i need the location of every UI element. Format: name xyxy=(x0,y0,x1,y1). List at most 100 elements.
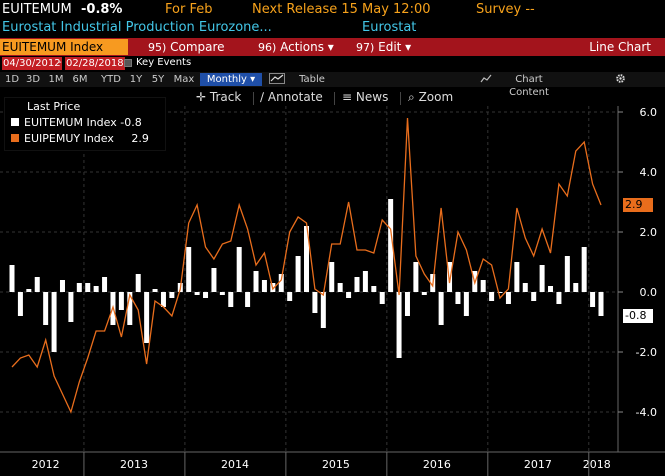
tool-divider xyxy=(334,92,335,105)
bar-2013-03 xyxy=(102,277,108,292)
bar-2017-04 xyxy=(514,262,520,292)
bar-2014-03 xyxy=(203,292,209,298)
bar-2012-04 xyxy=(9,265,15,292)
bar-2016-05 xyxy=(421,292,427,295)
bar-2016-04 xyxy=(413,262,419,292)
x-tick-label: 2012 xyxy=(32,458,60,471)
legend-title: Last Price xyxy=(27,100,81,113)
y-tick-label: 0.0 xyxy=(640,286,658,299)
period-1d-button[interactable]: 1D xyxy=(4,74,20,85)
bar-2017-08 xyxy=(548,286,554,292)
tool-divider xyxy=(400,92,401,105)
edit-button[interactable]: 97) Edit ▾ xyxy=(356,40,412,54)
bar-2012-08 xyxy=(43,292,49,325)
bar-2016-03 xyxy=(404,292,410,316)
bar-2017-07 xyxy=(539,265,545,292)
legend-item-line: EUIPEMUY Index 2.9 xyxy=(11,132,149,145)
magnifier-icon: ⌕ xyxy=(408,90,415,104)
bar-2013-02 xyxy=(93,286,99,292)
table-view-button[interactable]: Table xyxy=(299,74,325,85)
gear-icon[interactable] xyxy=(612,73,628,86)
chart-content-button[interactable]: Chart Content xyxy=(509,74,549,98)
annotate-tool[interactable]: ∕ Annotate xyxy=(260,90,323,104)
tool-divider xyxy=(253,92,254,105)
period-3d-button[interactable]: 3D xyxy=(25,74,41,85)
chart-legend: Last Price EUITEMUM Index -0.8 EUIPEMUY … xyxy=(4,97,166,151)
chart-tools: ✛ Track ∕ Annotate ≡ News ⌕ Zoom xyxy=(0,88,665,108)
bar-2017-10 xyxy=(564,256,570,292)
news-tool[interactable]: ≡ News xyxy=(342,90,389,104)
security-header: EUITEMUM -0.8% For Feb Next Release 15 M… xyxy=(0,0,665,20)
bar-2017-12 xyxy=(581,247,587,292)
bar-2013-10 xyxy=(160,292,166,307)
track-tool[interactable]: ✛ Track xyxy=(196,90,242,104)
x-tick-label: 2014 xyxy=(221,458,249,471)
legend-item-bar: EUITEMUM Index -0.8 xyxy=(11,116,142,129)
x-tick-label: 2016 xyxy=(423,458,451,471)
bar-2016-10 xyxy=(463,292,469,316)
bar-2013-11 xyxy=(169,292,175,298)
period-1y-button[interactable]: 1Y xyxy=(129,74,143,85)
start-date-input[interactable]: 04/30/2012 xyxy=(2,57,62,70)
chart-type-label: Line Chart xyxy=(589,40,651,54)
source-text: Eurostat xyxy=(362,20,417,35)
zoom-tool[interactable]: ⌕ Zoom xyxy=(408,90,454,104)
menu-bar: EUITEMUM Index 95) Compare 96) Actions ▾… xyxy=(0,38,665,56)
bar-2014-10 xyxy=(261,280,267,292)
period-1m-button[interactable]: 1M xyxy=(48,74,64,85)
key-events-label: Key Events xyxy=(136,57,192,68)
bar-2015-12 xyxy=(379,292,385,304)
last-value-flag-bar: -0.8 xyxy=(623,309,653,323)
bar-2015-02 xyxy=(295,256,301,292)
bar-2015-05 xyxy=(320,292,326,328)
legend-swatch-orange xyxy=(11,134,19,142)
period-5y-button[interactable]: 5Y xyxy=(151,74,165,85)
period-max-button[interactable]: Max xyxy=(173,74,195,85)
ticker-symbol: EUITEMUM xyxy=(2,2,72,17)
bar-2015-04 xyxy=(312,292,318,313)
bar-2015-07 xyxy=(337,283,343,292)
bar-2014-02 xyxy=(194,292,200,295)
bar-2013-06 xyxy=(127,292,133,325)
chart-plot[interactable]: 6.0 4.0 2.0 0.0 -2.0 -4.0 2012 2013 2014 2015 2016… xyxy=(0,106,665,476)
bar-2012-07 xyxy=(34,277,40,292)
ticker-input[interactable]: EUITEMUM Index xyxy=(0,39,128,55)
y-tick-label: 2.0 xyxy=(640,226,658,239)
bar-2012-12 xyxy=(76,283,82,292)
bar-2014-06 xyxy=(228,292,234,307)
bar-2015-08 xyxy=(346,292,352,298)
bar-2016-01 xyxy=(388,199,394,292)
bar-2015-06 xyxy=(329,262,335,292)
survey-label: Survey -- xyxy=(476,2,535,17)
bar-2016-08 xyxy=(447,262,453,292)
x-tick-label: 2013 xyxy=(120,458,148,471)
chart-content-icon[interactable] xyxy=(478,73,494,86)
x-tick-label: 2017 xyxy=(524,458,552,471)
frequency-dropdown[interactable]: Monthly ▾ xyxy=(200,73,262,86)
end-date-input[interactable]: 02/28/2018 xyxy=(65,57,125,70)
bar-2016-07 xyxy=(438,292,444,325)
y-tick-label: -4.0 xyxy=(636,406,657,419)
x-tick-label: 2018 xyxy=(583,458,611,471)
bar-2016-02 xyxy=(396,292,402,358)
bar-2014-05 xyxy=(219,292,225,295)
line-chart-icon[interactable] xyxy=(266,73,288,86)
bar-2014-07 xyxy=(236,247,242,292)
y-tick-label: 4.0 xyxy=(640,166,658,179)
key-events-checkbox[interactable] xyxy=(124,59,132,67)
bar-2014-09 xyxy=(253,271,259,292)
period-label: For Feb xyxy=(165,2,213,17)
pencil-icon: ∕ xyxy=(260,90,265,104)
bar-2017-11 xyxy=(573,283,579,292)
period-toolbar: 1D 3D 1M 6M YTD 1Y 5Y Max Monthly ▾ Tabl… xyxy=(0,72,665,98)
bar-2015-11 xyxy=(371,286,377,292)
compare-button[interactable]: 95) Compare xyxy=(148,40,225,54)
bar-2014-08 xyxy=(245,292,251,307)
date-range-bar: 04/30/2012 - 02/28/2018 Key Events xyxy=(0,56,665,71)
period-6m-button[interactable]: 6M xyxy=(72,74,88,85)
actions-button[interactable]: 96) Actions ▾ xyxy=(258,40,334,54)
period-ytd-button[interactable]: YTD xyxy=(101,74,121,85)
bar-2012-06 xyxy=(26,289,32,292)
next-release: Next Release 15 May 12:00 xyxy=(252,2,431,17)
bar-2016-12 xyxy=(480,280,486,292)
